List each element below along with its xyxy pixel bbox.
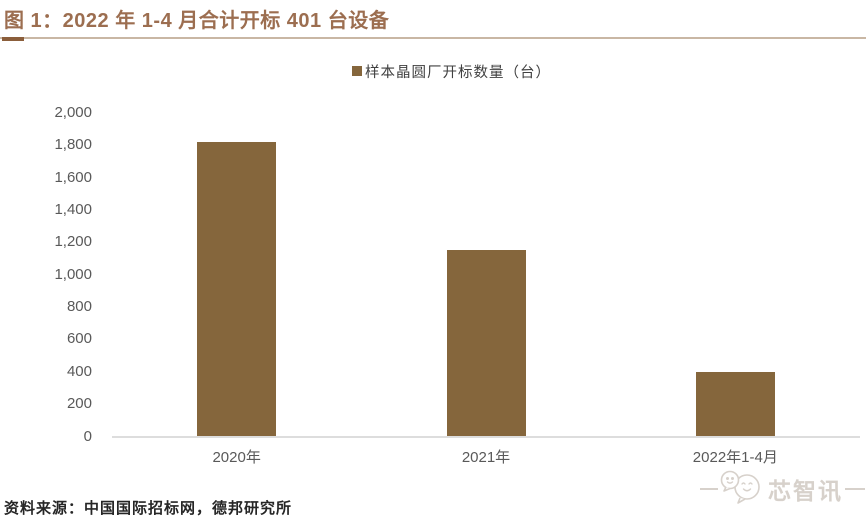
y-tick-label: 1,000	[54, 265, 92, 283]
bar	[197, 142, 277, 437]
y-tick-label: 1,800	[54, 136, 92, 154]
watermark-text: 芯智讯	[768, 479, 843, 504]
chat-bubbles-logo-icon	[718, 469, 764, 510]
title-divider-line	[0, 37, 866, 39]
y-tick-label: 0	[83, 427, 92, 445]
source-note: 资料来源：中国国际招标网，德邦研究所	[4, 501, 293, 517]
y-tick-label: 400	[66, 362, 92, 380]
y-tick-label: 200	[66, 395, 92, 413]
y-tick-label: 600	[66, 330, 92, 348]
y-tick-label: 1,600	[54, 168, 92, 186]
bar	[695, 371, 775, 437]
watermark-right-line	[845, 488, 865, 490]
watermark-left-line	[700, 488, 718, 490]
x-axis-label: 2022年1-4月	[692, 449, 778, 466]
x-axis-label: 2020年	[212, 449, 261, 466]
x-axis-line	[112, 436, 860, 438]
watermark: 芯智讯	[700, 468, 866, 510]
chart-legend: 样本晶圆厂开标数量（台）	[352, 63, 551, 81]
y-tick-label: 2,000	[54, 104, 92, 121]
y-tick-label: 1,200	[54, 233, 92, 251]
chart-title: 图 1：2022 年 1-4 月合计开标 401 台设备	[4, 10, 390, 32]
legend-label: 样本晶圆厂开标数量（台）	[365, 64, 551, 81]
y-tick-label: 1,400	[54, 201, 92, 219]
x-axis-label: 2021年	[461, 449, 511, 466]
bar	[446, 250, 526, 437]
y-tick-label: 800	[66, 298, 92, 316]
title-divider-accent	[2, 37, 24, 41]
legend-swatch-icon	[352, 66, 362, 76]
